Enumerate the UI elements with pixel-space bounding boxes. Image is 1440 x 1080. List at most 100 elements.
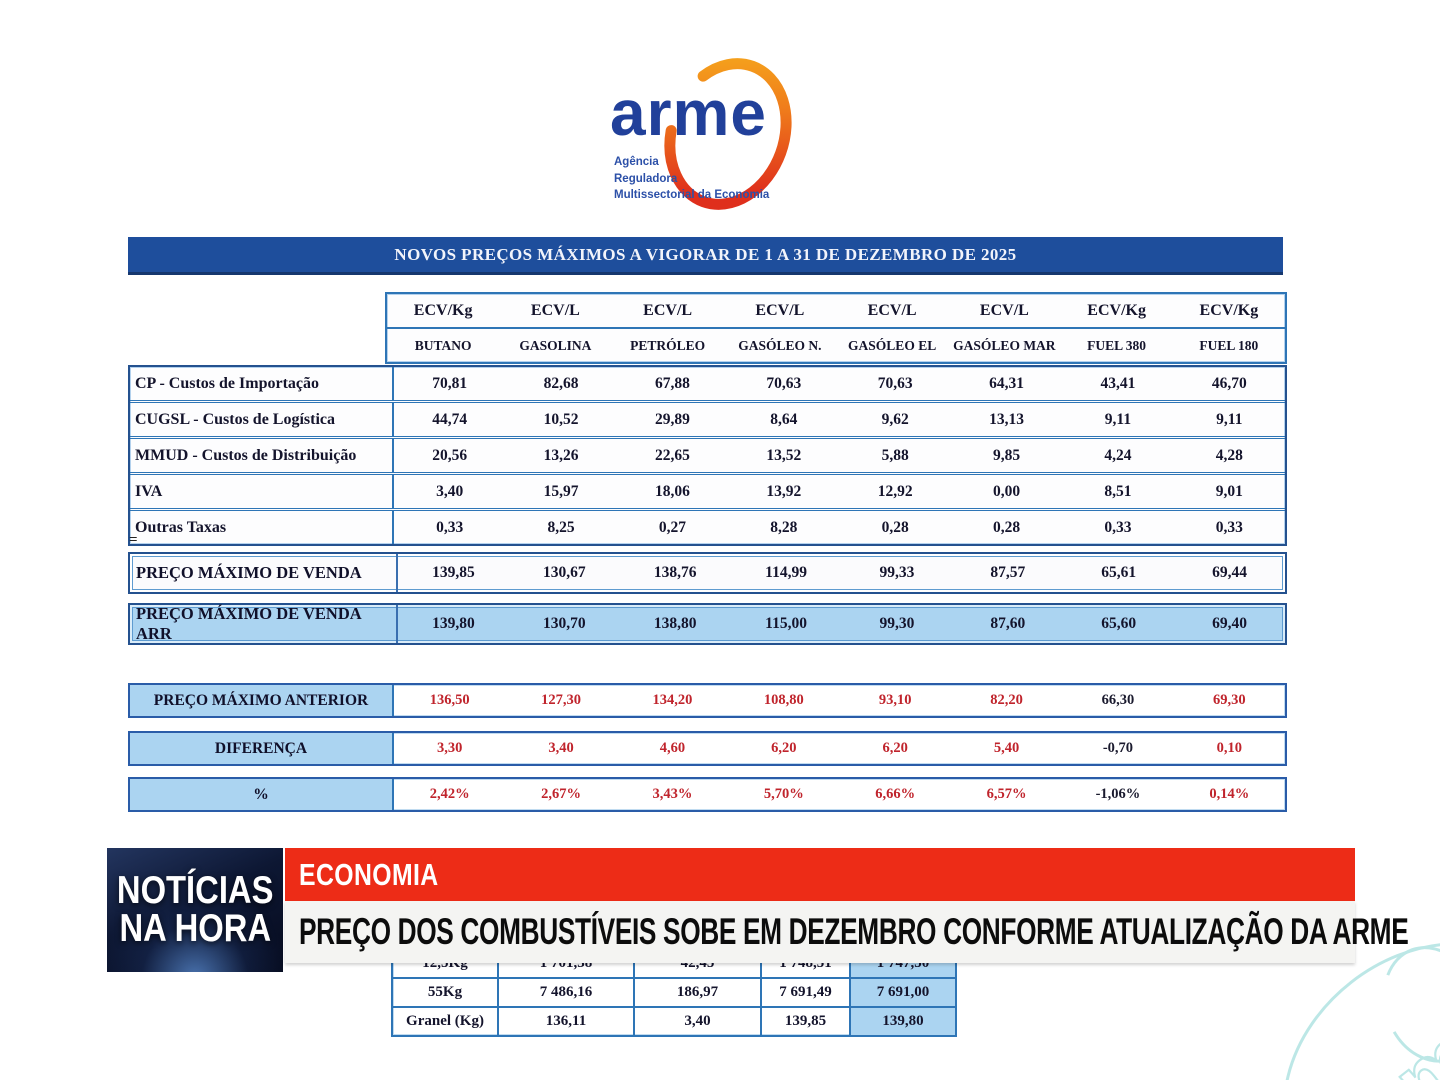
price-cell: 138,80 xyxy=(653,615,697,632)
price-cell: 10,52 xyxy=(543,410,579,428)
price-cell: 99,33 xyxy=(879,564,915,581)
cost-row-label: MMUD - Custos de Distribuição xyxy=(130,439,394,472)
previous-price-label: PREÇO MÁXIMO ANTERIOR xyxy=(130,685,394,716)
unit-header-cell: ECV/L xyxy=(979,301,1029,319)
document-title-bar: NOVOS PREÇOS MÁXIMOS A VIGORAR DE 1 A 31… xyxy=(128,237,1283,275)
table-row: CP - Custos de Importação 70,81 82,68 67… xyxy=(130,367,1285,403)
product-header-cell: FUEL 380 xyxy=(1087,337,1147,353)
unit-header-cell: ECV/L xyxy=(755,301,805,319)
cost-table: CP - Custos de Importação 70,81 82,68 67… xyxy=(128,365,1287,546)
price-cell: 64,31 xyxy=(989,374,1024,392)
table-row: Outras Taxas 0,33 8,25 0,27 8,28 0,28 0,… xyxy=(130,511,1285,544)
price-cell: 0,28 xyxy=(993,518,1021,536)
price-cell: 0,14% xyxy=(1209,786,1250,802)
price-cell: 3,40 xyxy=(436,482,464,500)
price-cell: 139,85 xyxy=(432,564,475,581)
price-cell: 12,92 xyxy=(877,482,913,500)
headline-bar: PREÇO DOS COMBUSTÍVEIS SOBE EM DEZEMBRO … xyxy=(285,901,1409,963)
product-header-cell: BUTANO xyxy=(414,337,472,353)
price-cell: 3,40 xyxy=(548,740,574,756)
price-cell: 46,70 xyxy=(1211,374,1247,392)
price-cell: 22,65 xyxy=(655,446,690,464)
price-cell: 8,25 xyxy=(547,518,575,536)
price-cell: 20,56 xyxy=(432,446,468,464)
price-cell: 87,57 xyxy=(990,564,1026,581)
difference-label: DIFERENÇA xyxy=(130,733,394,764)
price-cell: 70,63 xyxy=(877,374,913,392)
price-cell: 70,63 xyxy=(766,374,802,392)
price-cell: 2,67% xyxy=(541,786,581,802)
cost-row-label: CUGSL - Custos de Logística xyxy=(130,403,394,436)
percent-label: % xyxy=(130,779,394,810)
product-header-cell: GASÓLEO EL xyxy=(848,337,937,353)
price-cell: 93,10 xyxy=(878,692,912,708)
price-cell: 6,20 xyxy=(882,740,908,756)
max-sale-price-rounded-label: PREÇO MÁXIMO DE VENDA ARR xyxy=(130,604,398,643)
unit-header-cell: ECV/Kg xyxy=(413,301,473,319)
unit-header-cell: ECV/L xyxy=(530,301,580,319)
price-cell: 130,67 xyxy=(543,564,586,581)
price-cell: 67,88 xyxy=(655,374,690,392)
price-cell: 13,92 xyxy=(766,482,802,500)
product-header-cell: FUEL 180 xyxy=(1199,337,1259,353)
price-cell: -0,70 xyxy=(1102,740,1134,756)
price-cell: 3,40 xyxy=(635,1008,762,1035)
price-cell: 0,33 xyxy=(1215,518,1243,536)
price-cell: 18,06 xyxy=(655,482,690,500)
price-cell: 4,24 xyxy=(1104,446,1132,464)
document-title: NOVOS PREÇOS MÁXIMOS A VIGORAR DE 1 A 31… xyxy=(394,244,1017,264)
price-cell: 66,30 xyxy=(1101,692,1135,708)
price-cell: 6,57% xyxy=(986,786,1027,802)
price-cell: 69,40 xyxy=(1212,615,1247,632)
price-cell: 8,51 xyxy=(1104,482,1132,500)
unit-header-cell: ECV/L xyxy=(643,301,693,319)
price-cell: 7 691,49 xyxy=(762,979,851,1006)
price-cell: 0,27 xyxy=(658,518,686,536)
price-cell: 139,80 xyxy=(432,615,475,632)
price-cell: 7 486,16 xyxy=(499,979,635,1006)
arme-logo: arme Agência Reguladora Multissectorial … xyxy=(600,48,860,218)
arme-watermark-stamp-icon: arme xyxy=(1282,942,1440,1080)
table-row: IVA 3,40 15,97 18,06 13,92 12,92 0,00 8,… xyxy=(130,475,1285,511)
headline: PREÇO DOS COMBUSTÍVEIS SOBE EM DEZEMBRO … xyxy=(299,911,1409,952)
price-cell: 139,80 xyxy=(851,1008,955,1035)
price-cell: 108,80 xyxy=(763,692,804,708)
price-cell: 134,20 xyxy=(652,692,693,708)
cost-row-label: Outras Taxas xyxy=(130,511,394,544)
price-cell: 70,81 xyxy=(432,374,468,392)
product-header-cell: PETRÓLEO xyxy=(630,337,706,353)
unit-header-row: ECV/Kg ECV/L ECV/L ECV/L ECV/L ECV/L ECV… xyxy=(387,294,1285,329)
category-badge: ECONOMIA xyxy=(299,856,439,892)
price-cell: 0,33 xyxy=(1104,518,1132,536)
logo-swoosh-icon xyxy=(664,58,792,210)
cost-row-label: IVA xyxy=(130,475,394,508)
price-cell: -1,06% xyxy=(1095,786,1141,802)
cost-row-label: CP - Custos de Importação xyxy=(130,367,394,400)
price-cell: 65,60 xyxy=(1101,615,1137,632)
difference-row: DIFERENÇA 3,30 3,40 4,60 6,20 6,20 5,40 … xyxy=(128,731,1287,766)
price-cell: 65,61 xyxy=(1101,564,1137,581)
logo-tagline: Agência Reguladora Multissectorial da Ec… xyxy=(614,154,769,204)
price-cell: 13,26 xyxy=(543,446,579,464)
price-cell: 115,00 xyxy=(765,615,807,632)
price-cell: 5,40 xyxy=(993,740,1020,756)
price-cell: 0,10 xyxy=(1216,740,1242,756)
price-cell: 5,88 xyxy=(881,446,909,464)
product-header-cell: GASÓLEO MAR xyxy=(953,337,1056,353)
price-cell: 0,33 xyxy=(436,518,464,536)
price-cell: 9,11 xyxy=(1104,410,1132,428)
price-cell: 9,62 xyxy=(881,410,909,428)
program-logo: NOTÍCIAS NA HORA xyxy=(107,848,283,972)
watermark-text: arme xyxy=(1306,973,1440,1080)
program-name-line2: NA HORA xyxy=(119,907,271,950)
price-cell: 6,20 xyxy=(771,740,797,756)
table-row: Granel (Kg) 136,11 3,40 139,85 139,80 xyxy=(393,1008,955,1035)
product-header-cell: GASOLINA xyxy=(519,337,592,353)
price-cell: 4,60 xyxy=(659,740,686,756)
price-cell: 138,76 xyxy=(653,564,697,581)
price-cell: 114,99 xyxy=(765,564,807,581)
product-header-cell: GASÓLEO N. xyxy=(738,337,822,353)
price-cell: 13,52 xyxy=(766,446,802,464)
unit-header-cell: ECV/Kg xyxy=(1199,301,1259,319)
